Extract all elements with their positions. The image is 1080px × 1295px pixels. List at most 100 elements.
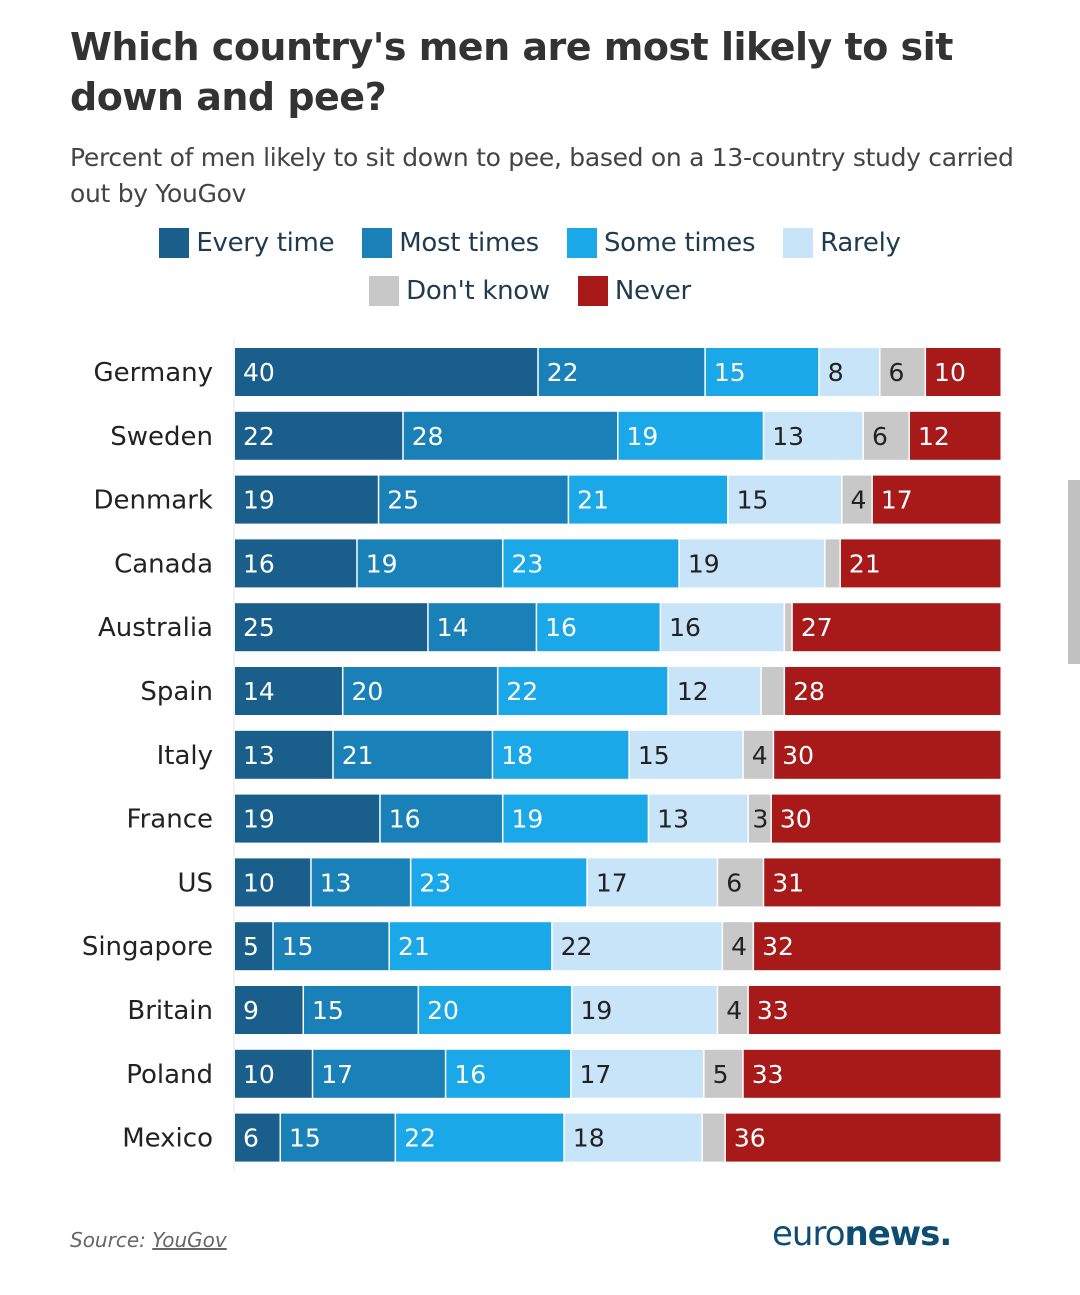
category-label: Poland [126, 1060, 213, 1090]
category-label: Australia [98, 613, 213, 643]
bar-segment[interactable] [235, 1049, 312, 1098]
bar-segment[interactable] [743, 1049, 1001, 1098]
data-label: 33 [757, 996, 789, 1025]
data-label: 16 [669, 613, 701, 642]
bar-segment[interactable] [273, 922, 389, 971]
bar-segment[interactable] [587, 858, 717, 907]
bar-segment[interactable] [754, 922, 1001, 971]
bar-segment[interactable] [235, 475, 378, 524]
bar-segment[interactable] [411, 858, 587, 907]
bar-segment[interactable] [396, 1113, 564, 1162]
bar-segment[interactable] [235, 539, 357, 588]
legend-label: Some times [603, 228, 756, 258]
bar-segment[interactable] [446, 1049, 571, 1098]
bar-segment[interactable] [668, 667, 761, 715]
source-link[interactable]: YouGov [152, 1228, 227, 1252]
bar-segment[interactable] [840, 539, 1001, 588]
bar-segment[interactable] [333, 730, 492, 779]
data-label: 25 [387, 486, 419, 515]
bar-segment[interactable] [304, 986, 418, 1034]
legend-item[interactable]: Don't know [369, 275, 550, 307]
bar-segment[interactable] [357, 539, 502, 588]
bar-segment[interactable] [618, 411, 763, 460]
bar-segment[interactable] [537, 603, 660, 652]
bar-segment[interactable] [235, 794, 380, 843]
bar-segment[interactable] [825, 539, 840, 588]
legend-item[interactable]: Some times [566, 227, 756, 259]
bar-segment[interactable] [552, 922, 722, 971]
bar-segment[interactable] [503, 794, 648, 843]
bar-segment[interactable] [564, 1113, 702, 1162]
bar-segment[interactable] [704, 1049, 743, 1098]
logo-bold: news. [844, 1214, 953, 1254]
bar-segment[interactable] [785, 603, 792, 652]
data-label: 13 [772, 422, 804, 451]
bar-segment[interactable] [498, 667, 668, 715]
data-label: 20 [427, 996, 459, 1025]
bar-segment[interactable] [389, 922, 552, 971]
bar-segment[interactable] [728, 475, 842, 524]
bar-segment[interactable] [649, 794, 748, 843]
bar-segment[interactable] [872, 475, 1001, 524]
bar-segment[interactable] [743, 730, 773, 779]
bar-segment[interactable] [629, 730, 743, 779]
bar-segment[interactable] [235, 922, 273, 971]
bar-segment[interactable] [774, 730, 1001, 779]
legend-item[interactable]: Most times [362, 227, 539, 259]
data-label: 28 [793, 677, 825, 706]
bar-segment[interactable] [761, 667, 784, 715]
bar-segment[interactable] [819, 348, 879, 396]
bar-segment[interactable] [679, 539, 825, 588]
bar-segment[interactable] [235, 730, 333, 779]
bar-segment[interactable] [909, 411, 1001, 460]
bar-segment[interactable] [235, 411, 403, 460]
bar-segment[interactable] [748, 986, 1001, 1034]
bar-segment[interactable] [725, 1113, 1001, 1162]
bar-segment[interactable] [764, 858, 1001, 907]
legend-item[interactable]: Never [577, 275, 691, 307]
bar-segment[interactable] [281, 1113, 395, 1162]
bar-segment[interactable] [313, 1049, 445, 1098]
bar-segment[interactable] [235, 858, 311, 907]
bar-segment[interactable] [311, 858, 410, 907]
bar-segment[interactable] [926, 348, 1001, 396]
bar-segment[interactable] [702, 1113, 725, 1162]
bar-segment[interactable] [235, 986, 303, 1034]
bar-segment[interactable] [863, 411, 909, 460]
bar-segment[interactable] [718, 858, 763, 907]
bar-segment[interactable] [235, 603, 428, 652]
bar-segment[interactable] [842, 475, 872, 524]
scrollbar[interactable] [1068, 480, 1080, 664]
bar-segment[interactable] [380, 794, 502, 843]
bar-segment[interactable] [718, 986, 748, 1034]
legend-item[interactable]: Every time [159, 227, 335, 259]
bar-segment[interactable] [235, 348, 538, 396]
bar-segment[interactable] [764, 411, 863, 460]
bar-segment[interactable] [792, 603, 1001, 652]
bar-segment[interactable] [493, 730, 629, 779]
bar-segment[interactable] [403, 411, 617, 460]
bar-segment[interactable] [569, 475, 728, 524]
bar-segment[interactable] [538, 348, 705, 396]
data-label: 16 [243, 549, 275, 578]
bar-segment[interactable] [571, 1049, 704, 1098]
data-label: 30 [780, 805, 812, 834]
bar-segment[interactable] [343, 667, 497, 715]
bar-segment[interactable] [572, 986, 717, 1034]
bar-segment[interactable] [705, 348, 819, 396]
legend-item[interactable]: Rarely [783, 227, 901, 259]
bar-segment[interactable] [785, 667, 1001, 715]
bar-segment[interactable] [723, 922, 753, 971]
bar-segment[interactable] [379, 475, 568, 524]
bar-segment[interactable] [235, 667, 342, 715]
data-label: 8 [828, 358, 844, 387]
bar-segment[interactable] [880, 348, 925, 396]
bar-segment[interactable] [771, 794, 1001, 843]
data-label: 9 [243, 996, 259, 1025]
bar-segment[interactable] [503, 539, 679, 588]
bar-segment[interactable] [235, 1113, 280, 1162]
bar-segment[interactable] [748, 794, 771, 843]
bar-segment[interactable] [661, 603, 784, 652]
bar-segment[interactable] [428, 603, 536, 652]
bar-segment[interactable] [419, 986, 571, 1034]
